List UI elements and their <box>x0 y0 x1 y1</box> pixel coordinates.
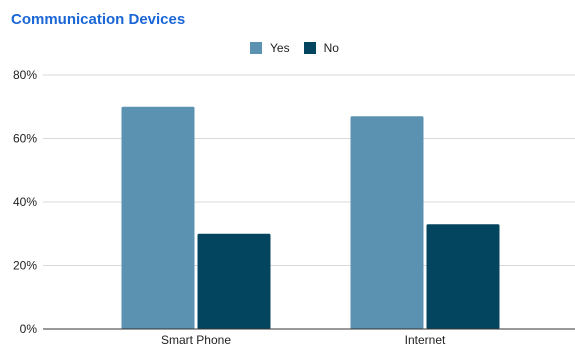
y-tick-label-80: 80% <box>13 68 37 82</box>
bar-yes-internet <box>350 116 424 330</box>
y-tick-label-40: 40% <box>13 195 37 209</box>
legend-label-no: No <box>323 41 339 55</box>
legend-swatch-yes <box>250 42 262 54</box>
legend-label-yes: Yes <box>270 41 290 55</box>
legend-swatch-no <box>303 42 316 54</box>
x-tick-label-smart-phone: Smart Phone <box>161 333 231 347</box>
y-tick-label-20: 20% <box>13 259 37 273</box>
bar-yes-smart-phone <box>121 106 195 329</box>
bar-no-smart-phone <box>197 233 271 329</box>
legend-item-yes: Yes <box>250 41 290 55</box>
bar-no-internet <box>426 224 500 329</box>
chart-title: Communication Devices <box>11 11 186 28</box>
y-tick-label-60: 60% <box>13 132 37 146</box>
legend: Yes No <box>250 40 339 56</box>
x-tick-label-internet: Internet <box>405 333 446 347</box>
legend-item-no: No <box>303 41 339 55</box>
y-tick-label-0: 0% <box>20 322 38 336</box>
